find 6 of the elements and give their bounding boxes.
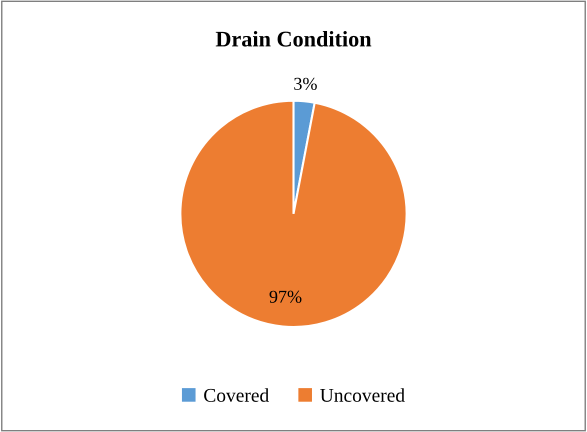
- chart-title: Drain Condition: [216, 30, 372, 47]
- data-label: 3%: [294, 78, 317, 90]
- legend-label: Covered: [204, 388, 269, 402]
- data-label: 97%: [270, 290, 302, 303]
- legend-label: Uncovered: [320, 388, 405, 402]
- pie-slice: [179, 100, 408, 328]
